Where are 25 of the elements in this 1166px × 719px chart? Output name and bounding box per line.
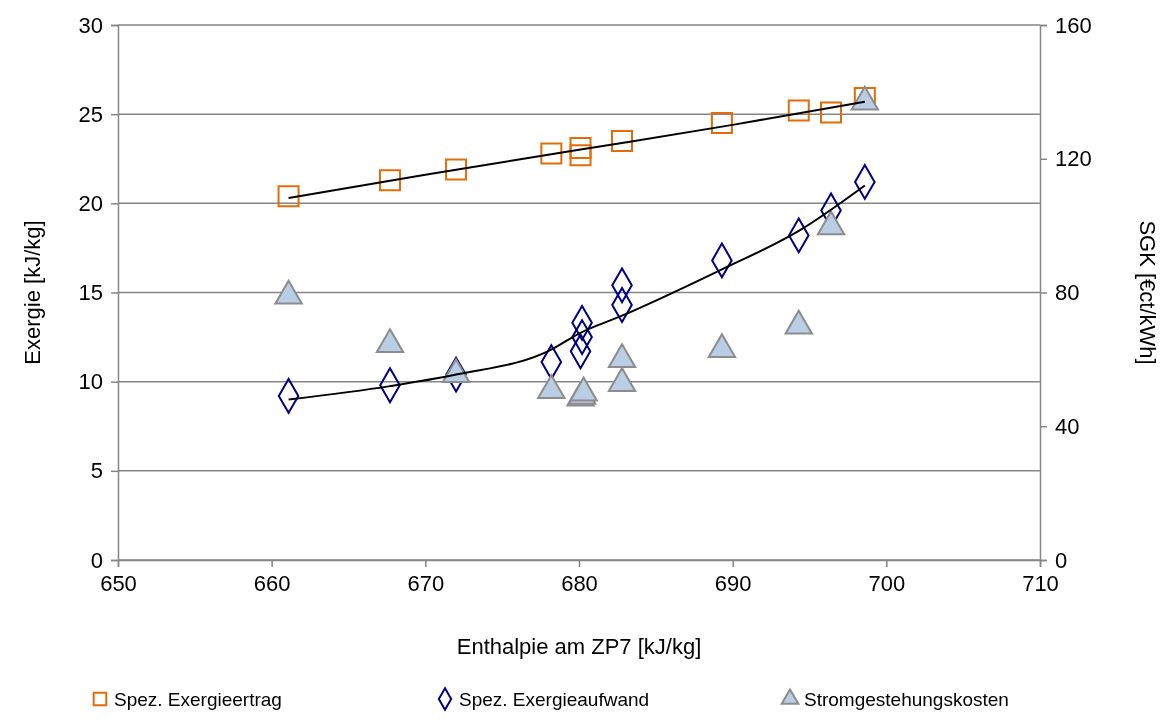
y2-tick-label: 120 [1055,146,1092,172]
x-axis-title: Enthalpie am ZP7 [kJ/kg] [456,634,702,659]
x-tick-label: 710 [1022,570,1059,596]
y-tick-label: 20 [78,190,103,216]
x-tick-label: 660 [253,570,291,596]
y2-axis-title: SGK [€ct/kWh] [1135,220,1160,365]
x-tick-label: 680 [561,570,598,596]
y-tick-label: 5 [90,458,103,484]
y-tick-label: 30 [78,12,103,38]
x-tick-label: 690 [714,570,752,596]
y2-tick-label: 160 [1055,12,1092,38]
legend-label: Spez. Exergieaufwand [459,689,650,710]
y-tick-label: 0 [90,547,103,573]
y-tick-label: 10 [78,369,103,395]
y2-tick-label: 80 [1055,280,1080,306]
y-tick-label: 25 [78,101,103,127]
x-tick-label: 670 [407,570,445,596]
y-axis-title: Exergie [kJ/kg] [20,220,45,365]
y2-tick-label: 40 [1055,413,1080,439]
x-tick-label: 700 [868,570,906,596]
legend-label: Stromgestehungskosten [804,689,1009,710]
x-tick-label: 650 [100,570,137,596]
y2-tick-label: 0 [1055,547,1068,573]
y-tick-label: 15 [78,280,103,306]
legend-label: Spez. Exergieertrag [114,689,282,710]
